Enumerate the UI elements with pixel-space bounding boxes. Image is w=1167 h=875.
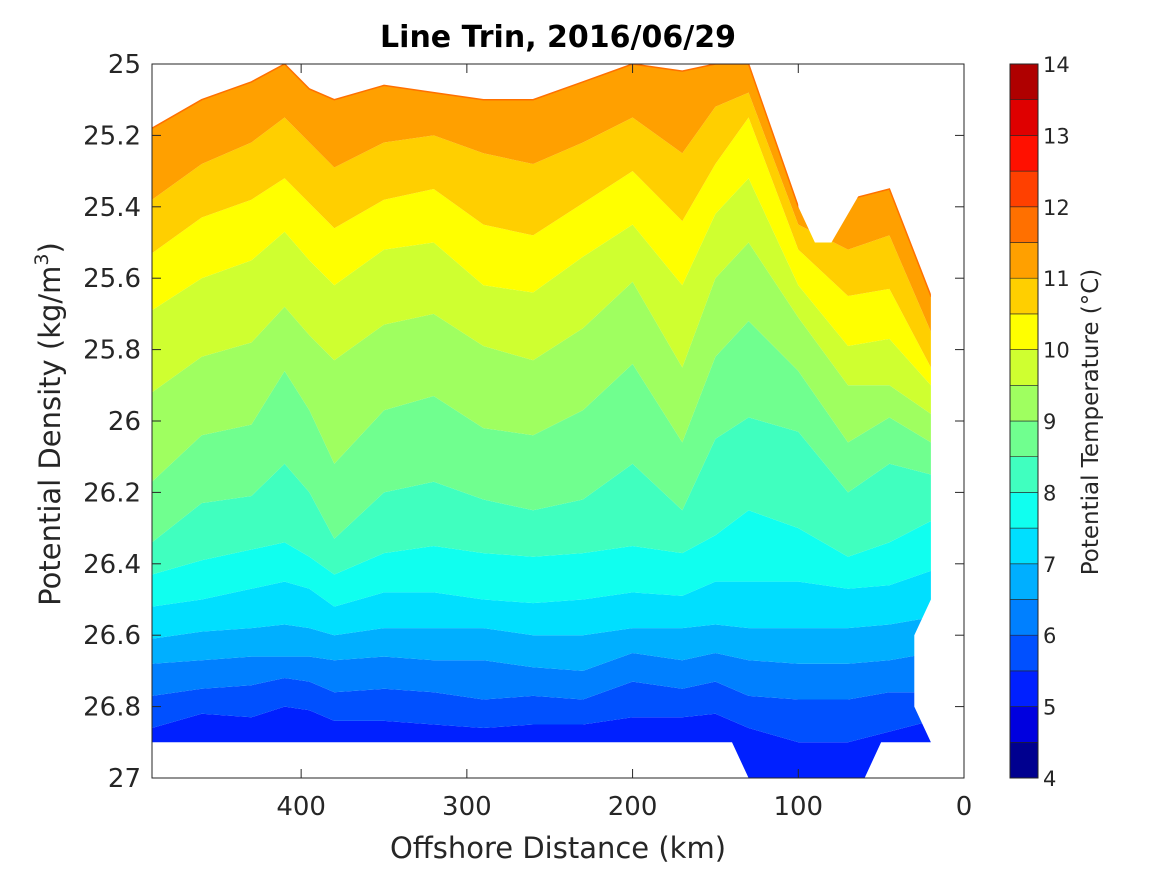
y-tick-label: 26.8 [83,693,141,723]
y-tick-label: 26.4 [83,550,141,580]
colorbar [1009,63,1039,779]
colorbar-bin [1009,527,1039,565]
colorbar-tick-label: 9 [1043,410,1056,434]
colorbar-bin [1009,741,1039,779]
colorbar-bin [1009,563,1039,600]
colorbar-tick-label: 4 [1043,767,1056,791]
y-tick-label: 25.2 [83,121,141,151]
y-tick-label: 26 [108,407,141,437]
colorbar-bin [1009,634,1039,672]
y-tick-label: 25.8 [83,336,141,366]
colorbar-tick-label: 6 [1043,624,1056,648]
colorbar-bin [1009,170,1039,208]
contour-band-9 [152,570,931,639]
contour-band-5 [152,242,931,482]
y-tick-label: 27 [108,764,141,794]
x-tick-label: 300 [442,792,492,822]
contour-band-8 [152,510,931,607]
colorbar-bin [1009,349,1039,386]
colorbar-bin [1009,384,1039,422]
contour-fill [152,64,931,778]
y-tick-label: 25.6 [83,264,141,294]
colorbar-tick-label: 14 [1043,53,1070,77]
colorbar-bin [1009,206,1039,243]
colorbar-tick-label: 5 [1043,696,1056,720]
x-axis-ticks: 400 300 200 100 0 [276,64,972,822]
contour-band-2 [152,92,931,368]
contour-band-10 [152,617,931,671]
colorbar-bin [1009,420,1039,458]
colorbar-bin [1009,599,1039,636]
colorbar-tick-label: 10 [1043,339,1070,363]
x-tick-label: 0 [956,792,973,822]
y-axis-label-close: ) [33,242,67,253]
colorbar-bin [1009,670,1039,707]
contour-band-4 [152,178,931,414]
y-tick-label: 25.4 [83,193,141,223]
x-tick-label: 100 [773,792,823,822]
colorbar-tick-label: 13 [1043,124,1070,148]
colorbar-label: Potential Temperature (°C) [1078,269,1104,576]
contour-band-11 [152,653,931,700]
colorbar-bin [1009,63,1039,101]
y-axis-ticks: 25 25.2 25.4 25.6 25.8 26 26.2 26.4 26.6 26.8 27 [83,50,964,794]
y-tick-label: 25 [108,50,141,80]
contour-band-12 [152,678,931,743]
colorbar-tick-label: 12 [1043,196,1070,220]
x-tick-label: 400 [276,792,326,822]
contour-band-6 [152,321,931,543]
y-axis-label: Potential Density (kg/m3) [31,242,67,606]
colorbar-frame [1009,63,1039,779]
contour-band-1 [152,64,931,332]
colorbar-bin [1009,706,1039,743]
colorbar-tick-label: 7 [1043,553,1056,577]
y-axis-label-superscript: 3 [31,253,53,265]
colorbar-bin [1009,313,1039,350]
colorbar-tick-label: 11 [1043,267,1070,291]
x-tick-label: 200 [608,792,658,822]
y-tick-label: 26.2 [83,478,141,508]
colorbar-tick-label: 8 [1043,481,1056,505]
contour-band-3 [152,117,931,386]
colorbar-bin [1009,135,1039,172]
colorbar-bin [1009,492,1039,529]
colorbar-bin [1009,277,1039,315]
colorbar-bin [1009,242,1039,279]
colorbar-bin [1009,99,1039,136]
contour-bands [152,64,931,778]
y-tick-label: 26.6 [83,621,141,651]
colorbar-ticks: 4 5 6 7 8 9 10 11 12 13 14 [1043,53,1070,791]
contour-band-7 [152,417,931,575]
y-axis-label-main: Potential Density (kg/m [33,266,67,606]
colorbar-bin [1009,456,1039,493]
chart-title: Line Trin, 2016/06/29 [380,20,736,55]
x-axis-label: Offshore Distance (km) [390,831,726,865]
